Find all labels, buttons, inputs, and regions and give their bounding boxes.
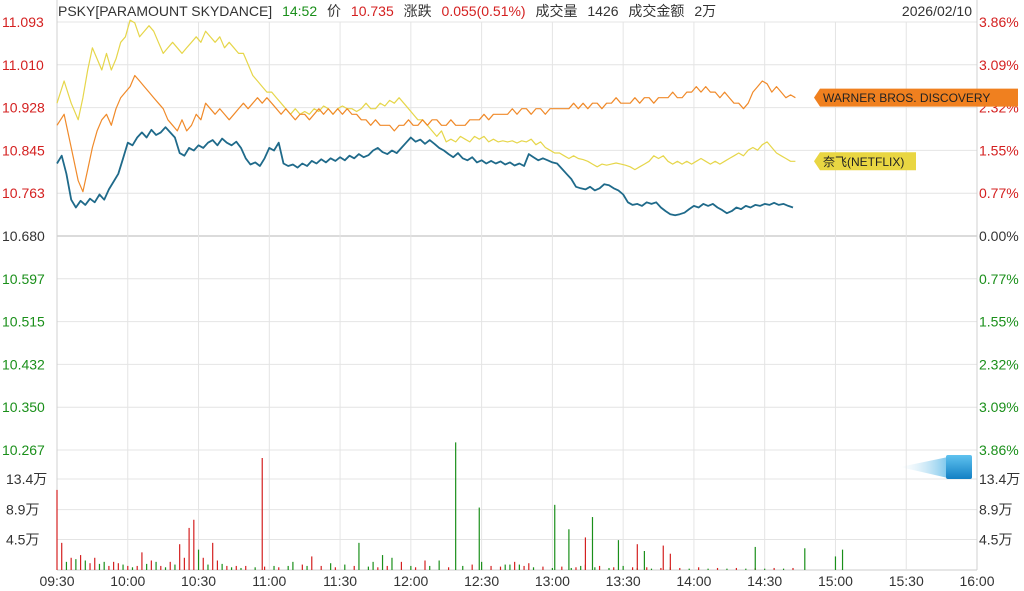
price-tick-label: 10.350 [2,399,45,415]
price-axis: 11.093 11.010 10.928 10.845 10.763 10.680 10.5… [2,14,47,547]
price-label: 价 [327,3,342,19]
warner-tag-bg [814,88,1018,107]
price-lines [56,19,796,217]
time-tick-label: 15:30 [889,573,924,589]
netflix-tag-text: 奈飞(NETFLIX) [823,155,904,169]
price-tick-label: 10.267 [2,442,45,458]
quote-date: 2026/02/10 [901,3,972,19]
percent-tick-label: 0.77% [979,271,1019,287]
time-tick-label: 16:00 [959,573,994,589]
warner-line [56,74,796,193]
netflix-tag-bg [814,152,916,171]
volume-bars [56,442,844,570]
time-tick-label: 13:30 [606,573,641,589]
amount-value: 2万 [694,3,717,19]
percent-tick-label: 3.86% [979,14,1019,30]
price-tick-label: 11.093 [2,14,44,30]
volume-tick-label: 13.4万 [6,471,47,487]
quote-time: 14:52 [282,3,318,19]
amount-label: 成交金额 [628,3,685,19]
time-tick-label: 14:30 [747,573,782,589]
time-tick-label: 15:00 [818,573,853,589]
series-tags: WARNER BROS. DISCOVERY 奈飞(NETFLIX) [814,88,1018,171]
percent-tick-label: 3.09% [979,399,1019,415]
volume-value: 1426 [587,3,619,19]
percent-tick-label: 0.00% [979,228,1019,244]
chart-grid [56,0,978,571]
time-tick-label: 14:00 [676,573,711,589]
percent-tick-label: 0.77% [979,185,1019,201]
quote-header: PSKY[PARAMOUNT SKYDANCE] 14:52 价 10.735 … [58,1,722,21]
percent-tick-label: 3.86% [979,442,1019,458]
price-tick-label: 10.515 [2,314,45,330]
symbol-label: PSKY[PARAMOUNT SKYDANCE] [58,3,273,19]
price-tick-label: 11.010 [2,57,44,73]
time-tick-label: 12:00 [393,573,428,589]
psky-line [56,126,794,217]
time-axis: 09:30 10:00 10:30 11:00 11:30 12:00 12:30 13:00… [39,573,994,589]
percent-tick-label: 3.09% [979,57,1019,73]
change-label: 涨跌 [403,3,432,19]
percent-tick-label: 1.55% [979,142,1019,158]
price-value: 10.735 [350,3,394,19]
percent-tick-label: 2.32% [979,356,1019,372]
volume-tick-label-right: 4.5万 [979,531,1012,547]
volume-tick-label-right: 13.4万 [979,471,1020,487]
change-value: 0.055(0.51%) [441,3,526,19]
price-tick-label: 10.432 [2,356,45,372]
time-tick-label: 12:30 [464,573,499,589]
scroll-arrow-icon[interactable] [900,455,972,479]
volume-label: 成交量 [535,3,578,19]
time-tick-label: 10:00 [110,573,145,589]
price-tick-label: 10.680 [2,228,45,244]
price-tick-label: 10.845 [2,142,45,158]
time-tick-label: 10:30 [181,573,216,589]
volume-tick-label: 4.5万 [6,531,39,547]
time-tick-label: 13:00 [535,573,570,589]
time-tick-label: 11:00 [252,573,286,589]
time-tick-label: 11:30 [323,573,357,589]
warner-tag-text: WARNER BROS. DISCOVERY [823,91,990,105]
volume-tick-label: 8.9万 [6,502,39,518]
time-tick-label: 09:30 [39,573,74,589]
netflix-line [56,19,796,171]
percent-tick-label: 1.55% [979,314,1019,330]
price-tick-label: 10.928 [2,100,45,116]
price-tick-label: 10.763 [2,185,45,201]
price-tick-label: 10.597 [2,271,45,287]
volume-tick-label-right: 8.9万 [979,502,1012,518]
